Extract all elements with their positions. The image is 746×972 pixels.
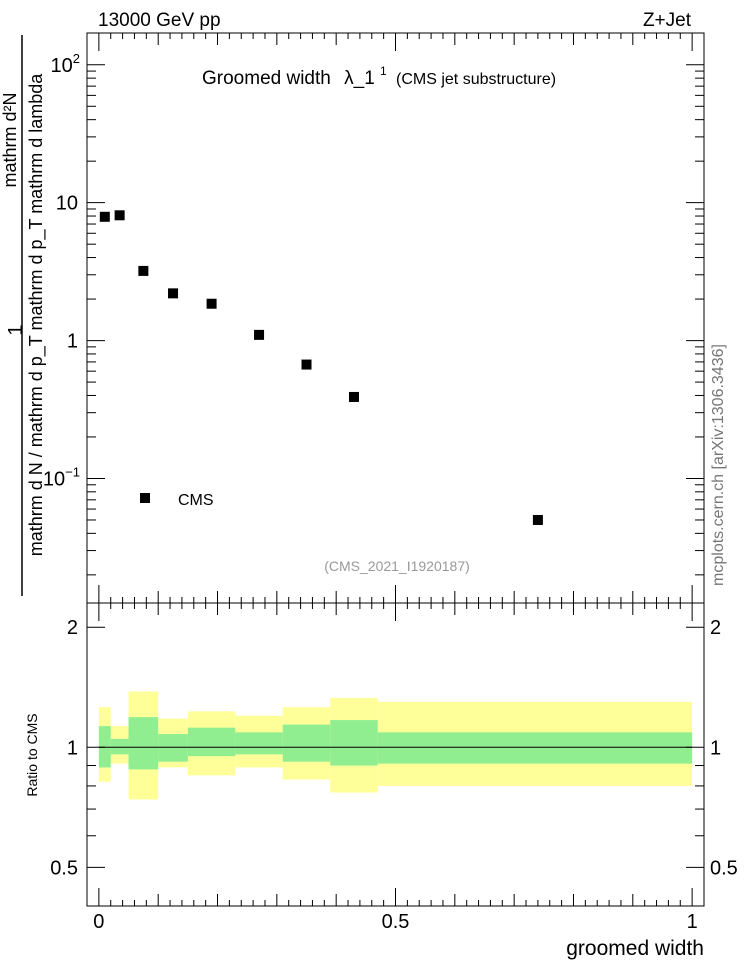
main-y-tick-labels: 10−1 1 10 102 bbox=[43, 51, 80, 491]
ratio-axis-ticks bbox=[87, 603, 704, 906]
inner-band-bin bbox=[187, 727, 236, 757]
inner-band-bin bbox=[128, 717, 159, 770]
main-y-label: 1 mathrm d²N mathrm d N / mathrm d p_T m… bbox=[0, 35, 47, 596]
ratio-plot: 0.5 0.51 12 2 0 0.5 1 bbox=[50, 602, 738, 933]
y-label-denominator: mathrm d N / mathrm d p_T mathrm d p_T m… bbox=[26, 73, 47, 556]
ratio-y-tick-label: 2 bbox=[67, 617, 78, 639]
ratio-frame bbox=[86, 602, 705, 907]
inner-band-bin bbox=[110, 738, 129, 755]
x-tick-label: 0.5 bbox=[382, 911, 410, 933]
watermark: mcplots.cern.ch [arXiv:1306.3436] bbox=[710, 344, 727, 586]
plot-title: Groomed width λ_1 1 (CMS jet substructur… bbox=[202, 59, 556, 89]
title-sup: 1 bbox=[380, 64, 387, 78]
data-point bbox=[254, 329, 265, 340]
x-tick-label: 0 bbox=[93, 911, 104, 933]
inner-band-bin bbox=[330, 720, 378, 766]
ratio-y-tick-label-right: 1 bbox=[710, 737, 721, 759]
ratio-y-tick-label-right: 0.5 bbox=[710, 857, 738, 879]
data-point bbox=[99, 211, 110, 222]
main-y-tick-label: 10−1 bbox=[43, 464, 80, 490]
process-label: Z+Jet bbox=[643, 10, 692, 31]
x-tick-label: 1 bbox=[687, 911, 698, 933]
data-point bbox=[168, 288, 179, 299]
analysis-id: (CMS_2021_I1920187) bbox=[324, 558, 470, 574]
data-point bbox=[138, 265, 149, 276]
ratio-bands bbox=[98, 691, 693, 800]
y-label-numerator: mathrm d²N bbox=[0, 92, 20, 187]
legend-marker bbox=[140, 493, 150, 503]
data-points bbox=[99, 210, 543, 525]
inner-band-bin bbox=[158, 733, 188, 762]
title-sub: (CMS jet substructure) bbox=[396, 71, 556, 88]
title-main: Groomed width bbox=[202, 68, 331, 89]
data-point bbox=[301, 359, 312, 370]
ratio-y-tick-label: 0.5 bbox=[50, 857, 78, 879]
x-tick-labels: 0 0.5 1 bbox=[93, 911, 697, 933]
inner-band-bin bbox=[282, 724, 331, 762]
inner-band-bin bbox=[235, 732, 283, 755]
data-point bbox=[206, 298, 217, 309]
main-y-tick-label: 102 bbox=[51, 51, 80, 77]
ratio-y-tick-labels: 0.5 0.5 1 1 2 2 bbox=[50, 617, 738, 879]
energy-label: 13000 GeV pp bbox=[98, 10, 221, 31]
main-y-tick-label: 10 bbox=[56, 193, 78, 215]
title-lambda: λ_1 bbox=[344, 68, 375, 89]
x-axis-label: groomed width bbox=[566, 937, 704, 960]
data-point bbox=[532, 514, 543, 525]
ratio-y-tick-label-right: 2 bbox=[710, 617, 721, 639]
ratio-y-tick-label: 1 bbox=[67, 737, 78, 759]
main-y-tick-label: 1 bbox=[67, 331, 78, 353]
data-point bbox=[114, 210, 125, 221]
main-axis-ticks bbox=[87, 33, 704, 603]
legend-label: CMS bbox=[178, 492, 214, 509]
data-point bbox=[348, 391, 359, 402]
main-plot: 10−1 1 10 102 Groomed width λ_1 1 (CMS jet … bbox=[43, 32, 705, 604]
ratio-y-label: Ratio to CMS bbox=[24, 713, 40, 796]
inner-band-bin bbox=[377, 732, 693, 764]
y-label-one: 1 bbox=[5, 324, 27, 335]
main-frame bbox=[86, 32, 705, 604]
